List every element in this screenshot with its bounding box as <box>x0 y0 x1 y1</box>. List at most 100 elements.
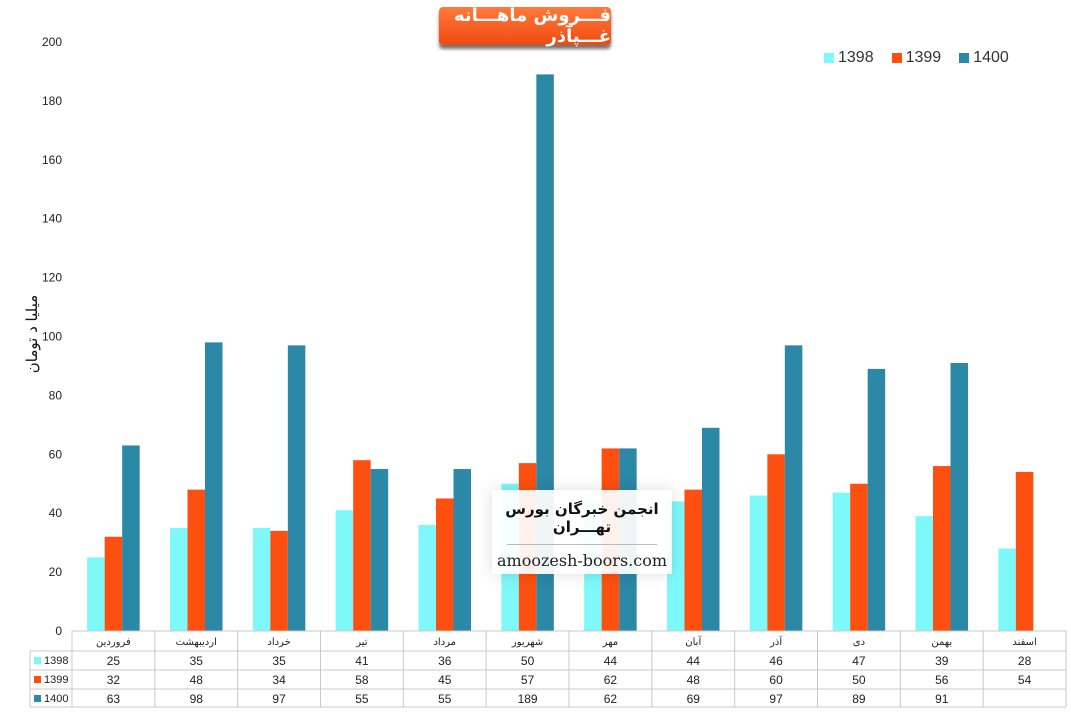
legend-item-1399: 1399 <box>891 49 942 67</box>
bar-1398-4 <box>418 524 436 631</box>
bar-1400-7 <box>702 427 720 631</box>
data-label: 32 <box>107 673 121 687</box>
bar-1398-3 <box>335 510 354 631</box>
data-label: 34 <box>272 673 286 687</box>
legend-swatch-1398 <box>824 53 834 63</box>
y-tick-label: 180 <box>42 94 62 108</box>
data-label: 56 <box>935 673 949 687</box>
table-legend-swatch <box>34 695 41 702</box>
data-label: 54 <box>1018 673 1032 687</box>
bar-1399-10 <box>933 466 951 631</box>
data-label: 36 <box>438 654 452 668</box>
bar-1398-10 <box>915 516 933 631</box>
data-label: 89 <box>852 692 866 706</box>
data-label: 62 <box>604 673 618 687</box>
bar-1400-0 <box>122 445 140 631</box>
bar-1398-1 <box>170 527 188 631</box>
data-label: 50 <box>852 673 866 687</box>
bar-1399-1 <box>187 489 205 631</box>
data-label: 28 <box>1018 654 1032 668</box>
data-label: 35 <box>272 654 286 668</box>
bar-1399-11 <box>1015 471 1034 631</box>
data-label: 97 <box>272 692 286 706</box>
table-series-label: 1398 <box>44 655 68 667</box>
bar-1398-9 <box>832 492 851 631</box>
y-tick-label: 140 <box>42 212 62 226</box>
data-label: 189 <box>518 692 538 706</box>
legend-label-1400: 1400 <box>973 49 1009 66</box>
x-tick-label: بهمن <box>931 637 952 648</box>
x-tick-label: خرداد <box>267 637 290 648</box>
bar-1400-1 <box>205 342 223 631</box>
watermark-site: amoozesh-boors.com <box>496 551 667 570</box>
legend-label-1399: 1399 <box>905 49 942 66</box>
data-label: 48 <box>687 673 701 687</box>
y-tick-label: 0 <box>55 624 62 638</box>
bar-1398-2 <box>252 527 271 631</box>
data-label: 55 <box>438 692 452 706</box>
chart-title: فـــروش ماهـــانه غـــپآذر <box>439 5 611 47</box>
legend: 1398 1399 1400 <box>824 49 1009 67</box>
data-label: 25 <box>107 654 121 668</box>
bar-1400-2 <box>287 345 306 631</box>
bar-1400-9 <box>867 368 886 631</box>
y-tick-label: 60 <box>49 447 63 461</box>
table-series-label: 1399 <box>44 674 68 686</box>
bar-1398-11 <box>998 548 1016 631</box>
x-tick-label: آبان <box>685 635 702 648</box>
watermark-title: انجمن خبرگان بورس تهـــران <box>505 500 659 536</box>
data-label: 50 <box>521 654 535 668</box>
legend-swatch-1400 <box>959 53 970 63</box>
data-label: 44 <box>687 654 701 668</box>
legend-item-1400: 1400 <box>959 49 1009 67</box>
y-tick-label: 20 <box>49 565 63 579</box>
bar-1399-8 <box>767 454 785 631</box>
watermark: انجمن خبرگان بورس تهـــران amoozesh-boor… <box>492 490 672 574</box>
bar-1399-2 <box>270 530 288 631</box>
data-label: 57 <box>521 673 535 687</box>
data-label: 97 <box>769 692 783 706</box>
bar-1399-7 <box>684 489 702 631</box>
data-label: 35 <box>190 654 204 668</box>
bar-1399-4 <box>436 498 454 631</box>
x-tick-label: فروردین <box>96 637 131 648</box>
bar-1399-9 <box>850 483 868 631</box>
y-tick-label: 120 <box>42 271 62 285</box>
data-label: 46 <box>769 654 783 668</box>
data-label: 45 <box>438 673 452 687</box>
data-label: 48 <box>190 673 204 687</box>
data-label: 47 <box>852 654 866 668</box>
x-tick-label: تیر <box>355 637 368 648</box>
data-label: 41 <box>355 654 369 668</box>
legend-item-1398: 1398 <box>824 49 874 67</box>
x-tick-label: اسفند <box>1012 637 1036 648</box>
y-tick-label: 80 <box>49 388 63 402</box>
table-legend-swatch <box>34 657 41 664</box>
x-tick-label: دی <box>853 637 865 648</box>
y-tick-label: 100 <box>42 330 62 344</box>
bar-1398-0 <box>87 557 105 631</box>
data-label: 69 <box>687 692 701 706</box>
data-label: 60 <box>769 673 783 687</box>
data-label: 98 <box>190 692 204 706</box>
x-tick-label: مرداد <box>433 637 456 648</box>
x-tick-label: آذر <box>769 635 783 648</box>
bar-1398-8 <box>749 495 768 631</box>
data-label: 39 <box>935 654 949 668</box>
y-tick-label: 160 <box>42 153 62 167</box>
legend-swatch-1399 <box>891 53 902 63</box>
bar-1400-3 <box>370 469 389 631</box>
data-label: 44 <box>604 654 618 668</box>
x-tick-label: شهریور <box>511 637 543 648</box>
bar-1399-0 <box>104 536 123 631</box>
data-label: 91 <box>935 692 949 706</box>
watermark-divider <box>507 544 657 545</box>
data-label: 55 <box>355 692 369 706</box>
x-tick-label: مهر <box>602 637 618 648</box>
y-tick-label: 40 <box>49 506 63 520</box>
legend-label-1398: 1398 <box>838 49 874 66</box>
y-axis-label: میلیا د تومان <box>23 294 41 374</box>
x-tick-label: اردیبهشت <box>176 637 217 648</box>
data-label: 63 <box>107 692 121 706</box>
